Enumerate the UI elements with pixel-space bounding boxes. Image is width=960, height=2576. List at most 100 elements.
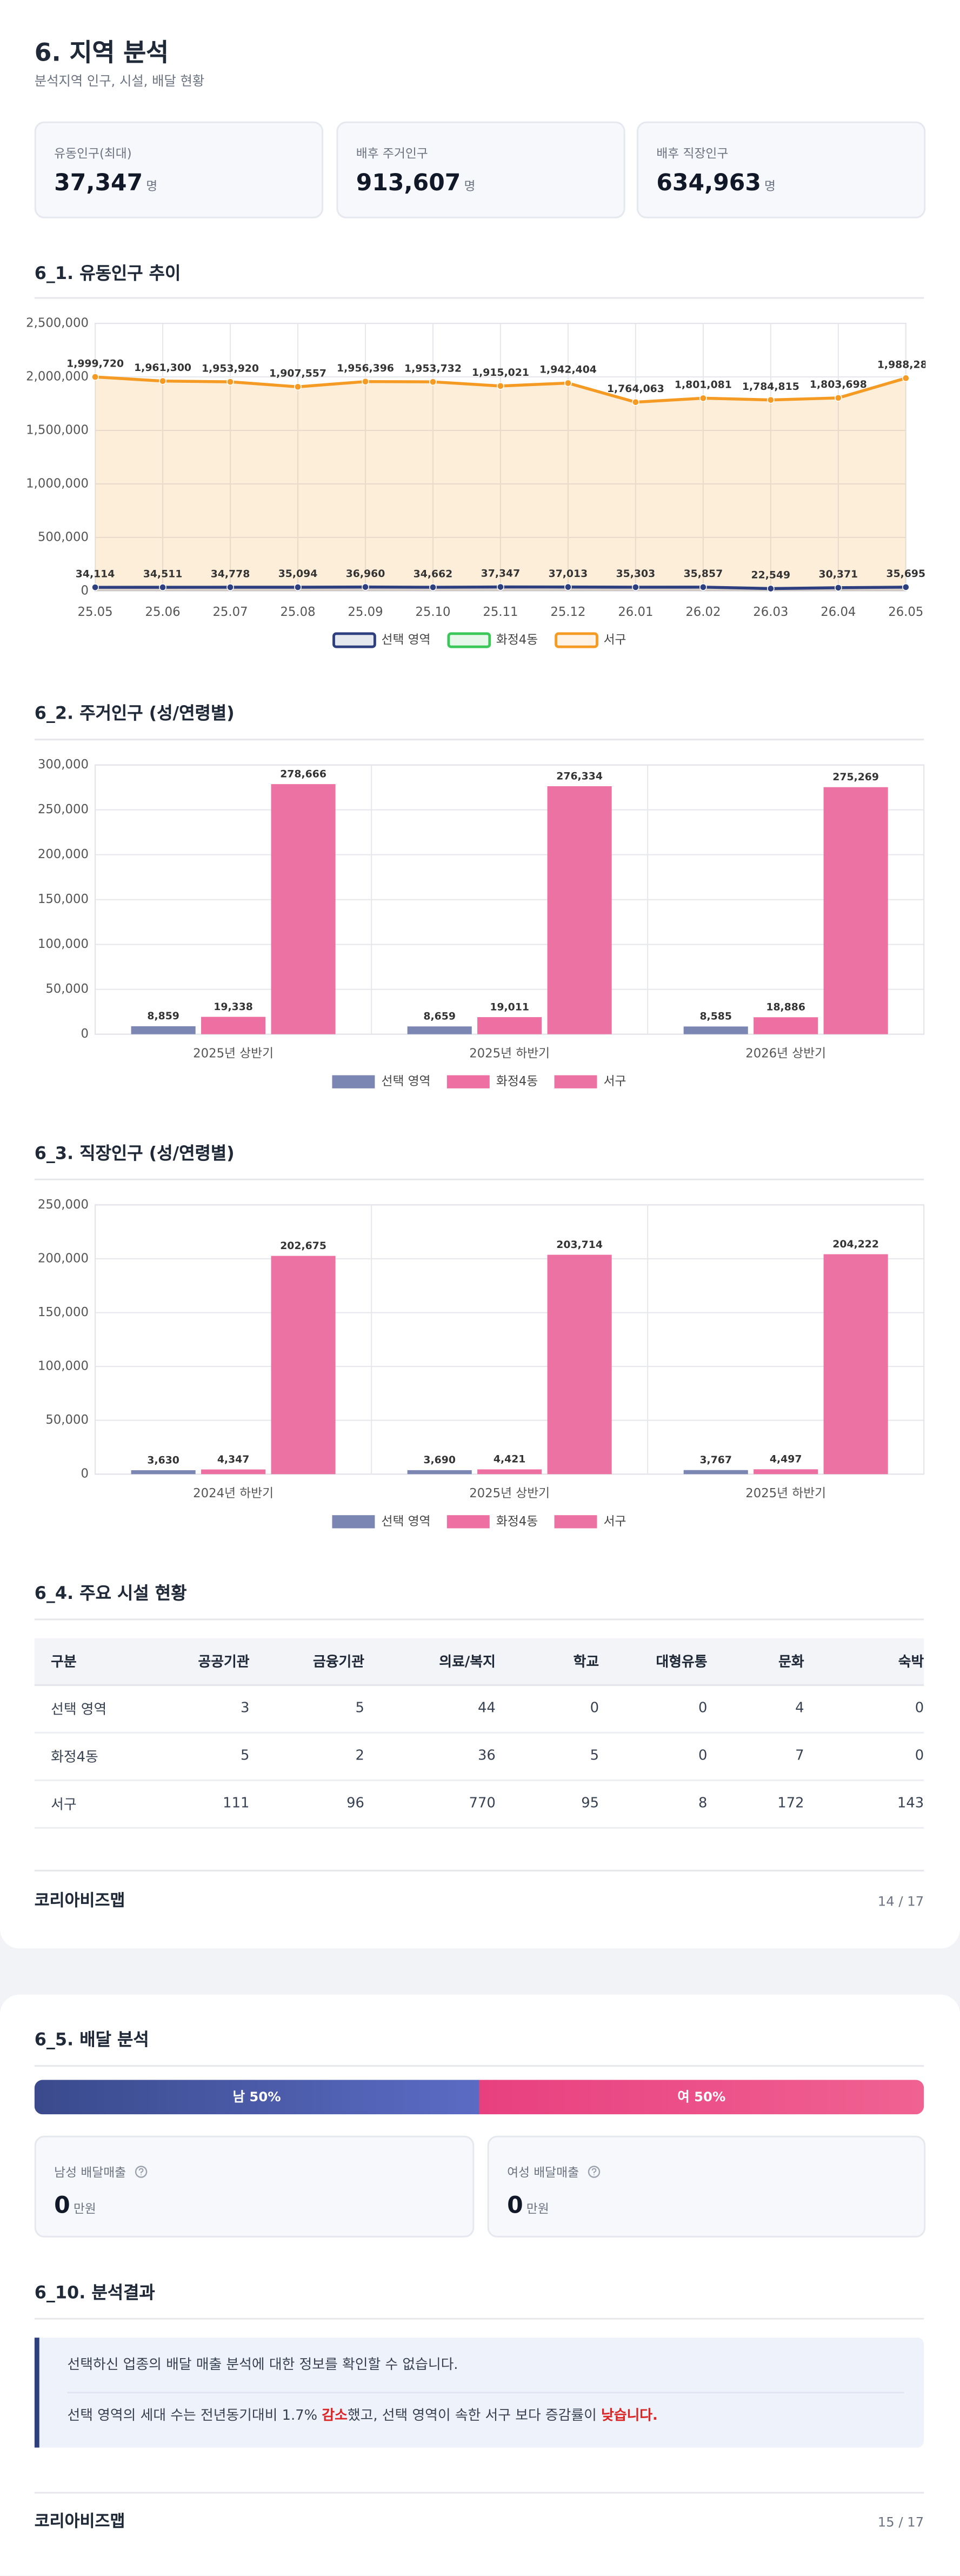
divider: [34, 1618, 924, 1621]
header-cell: 숙박: [804, 1638, 924, 1686]
value: 913,607: [356, 170, 461, 197]
value: 37,347: [54, 170, 143, 197]
bar: [547, 786, 612, 1034]
point: [429, 583, 437, 591]
divider: [34, 2065, 924, 2067]
x-tick-label: 25.09: [348, 605, 383, 619]
point: [91, 373, 99, 381]
value: 0: [54, 2193, 70, 2220]
card-value: 0 만원: [54, 2193, 96, 2220]
table-cell: 0: [599, 1732, 708, 1781]
data-label: 4,497: [770, 1454, 802, 1465]
data-label: 3,690: [423, 1455, 456, 1466]
point: [564, 583, 572, 591]
stat-card: 배후 직장인구 634,963 명: [636, 121, 926, 218]
point: [699, 394, 707, 402]
footer-brand: 코리아비즈맵: [34, 2513, 125, 2532]
header-cell: 문화: [707, 1638, 804, 1686]
table-cell: 172: [707, 1780, 804, 1829]
data-label: 19,338: [214, 1001, 253, 1013]
footer-brand: 코리아비즈맵: [34, 1893, 125, 1911]
section-title: 6_3. 직장인구 (성/연령별): [34, 1144, 235, 1164]
data-label: 36,960: [346, 568, 385, 580]
male-share: 남 50%: [34, 2080, 479, 2115]
point: [699, 583, 707, 591]
bar: [477, 1017, 542, 1034]
x-tick-label: 25.11: [483, 605, 518, 619]
legend-item: 선택 영역: [332, 632, 430, 648]
point: [429, 378, 437, 386]
table-cell: 143: [804, 1780, 924, 1829]
bar: [131, 1026, 196, 1034]
legend-swatch: [446, 1075, 490, 1088]
page-subtitle: 분석지역 인구, 시설, 배달 현황: [34, 74, 205, 89]
x-tick-label: 25.06: [145, 605, 180, 619]
legend-swatch: [446, 1515, 490, 1529]
legend-item: 선택 영역: [332, 1074, 430, 1088]
x-tick-label: 2025년 하반기: [469, 1047, 550, 1061]
point: [91, 583, 99, 592]
sales-card: 여성 배달매출 0 만원: [487, 2135, 926, 2238]
section-title: 6_2. 주거인구 (성/연령별): [34, 704, 235, 724]
divider: [34, 739, 924, 741]
point: [767, 396, 775, 404]
table-cell: 3: [165, 1685, 250, 1734]
value: 634,963: [656, 170, 761, 197]
bar: [131, 1470, 196, 1475]
legend-label: 선택 영역: [382, 1074, 431, 1088]
table-body: 선택 영역 3 5 44 0 0 4 0 화정4동 5 2 36 5 0 7 0 서구 111 96 770 95 8 17…: [34, 1685, 924, 1829]
table-cell: 서구: [34, 1780, 166, 1829]
y-tick-label: 0: [81, 583, 88, 597]
x-tick-label: 25.10: [415, 605, 450, 619]
divider: [34, 2492, 924, 2494]
bar: [271, 1256, 336, 1475]
y-tick-label: 1,000,000: [26, 476, 89, 490]
y-tick-label: 150,000: [38, 892, 89, 906]
bar: [547, 1254, 612, 1475]
x-tick-label: 26.04: [821, 605, 856, 619]
legend: 선택 영역 화정4동 서구: [332, 1515, 626, 1529]
table-cell: 7: [707, 1732, 804, 1781]
point: [294, 583, 302, 591]
point: [835, 584, 842, 592]
legend-label: 화정4동: [496, 633, 538, 647]
y-tick-label: 200,000: [38, 847, 89, 861]
data-label: 1,942,404: [539, 364, 597, 376]
table-cell: 5: [249, 1685, 364, 1734]
x-tick-label: 2026년 상반기: [745, 1047, 826, 1061]
data-label: 19,011: [490, 1001, 529, 1013]
point: [632, 398, 639, 406]
y-tick-label: 200,000: [38, 1251, 89, 1265]
data-label: 34,114: [76, 568, 115, 580]
separator: [67, 2392, 904, 2394]
sales-card: 남성 배달매출 0 만원: [34, 2135, 475, 2238]
legend-label: 선택 영역: [382, 1515, 431, 1529]
value: 0: [507, 2193, 523, 2220]
data-label: 35,303: [616, 568, 656, 580]
data-label: 34,511: [143, 568, 183, 580]
data-label: 8,859: [147, 1011, 179, 1022]
point: [902, 374, 910, 382]
data-label: 1,764,063: [607, 383, 664, 395]
chart: 0 500,000 1,000,000 1,500,000 2,000,000 2,500…: [26, 316, 926, 648]
legend-item: 화정4동: [446, 1074, 538, 1088]
data-label: 34,662: [414, 568, 453, 580]
data-label: 35,695: [886, 568, 926, 580]
data-label: 1,907,557: [269, 368, 326, 380]
sheet: [0, 0, 960, 1949]
data-label: 1,803,698: [810, 379, 867, 390]
unit: 명: [146, 178, 158, 194]
legend-swatch: [447, 632, 491, 648]
card-label: 유동인구(최대): [54, 146, 132, 161]
table-cell: 4: [707, 1685, 804, 1734]
section-title: 6_10. 분석결과: [34, 2283, 155, 2303]
header-cell: 금융기관: [249, 1638, 364, 1686]
point: [159, 583, 166, 591]
data-label: 4,347: [217, 1454, 250, 1465]
data-label: 203,714: [556, 1239, 603, 1251]
legend-item: 선택 영역: [332, 1515, 430, 1529]
result-line: 선택하신 업종의 배달 매출 분석에 대한 정보를 확인할 수 없습니다.: [67, 2357, 458, 2374]
bar: [823, 1254, 888, 1475]
x-tick-label: 25.12: [550, 605, 585, 619]
table-cell: 5: [165, 1732, 250, 1781]
